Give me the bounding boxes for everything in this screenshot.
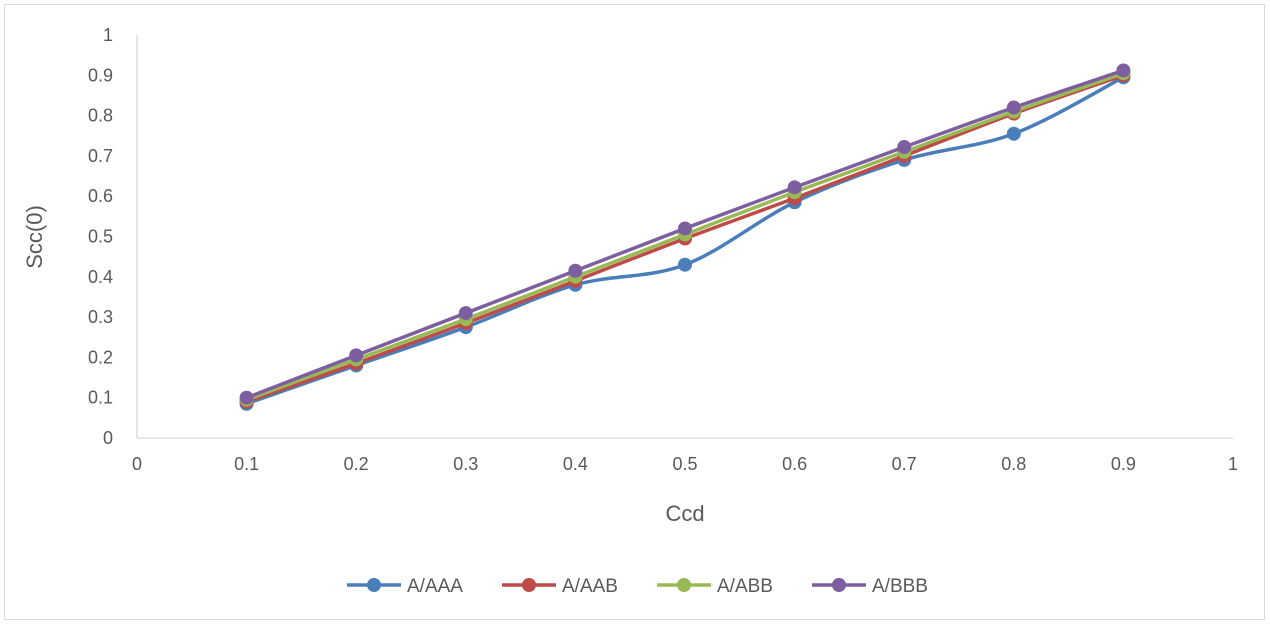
legend-label: A/AAB — [562, 576, 618, 597]
y-tick-label: 0.4 — [88, 267, 113, 287]
x-tick-label: 0.1 — [234, 454, 259, 474]
legend-marker-icon — [677, 578, 691, 592]
x-tick-label: 0.6 — [782, 454, 807, 474]
y-tick-label: 0.1 — [88, 388, 113, 408]
x-tick-label: 1 — [1228, 454, 1238, 474]
data-point-a-bbb — [678, 221, 692, 236]
x-axis-title: Ccd — [665, 501, 704, 526]
x-tick-label: 0.5 — [672, 454, 697, 474]
x-tick-label: 0.7 — [892, 454, 917, 474]
legend-label: A/BBB — [872, 576, 928, 597]
y-axis-title: Scc(0) — [22, 205, 47, 269]
legend-marker-icon — [522, 578, 536, 592]
data-point-a-bbb — [897, 140, 912, 155]
legend-marker-icon — [832, 578, 846, 592]
y-tick-label: 0 — [103, 428, 113, 448]
x-tick-label: 0.2 — [344, 454, 369, 474]
legend-label: A/ABB — [717, 576, 773, 597]
data-point-a-bbb — [568, 263, 583, 278]
data-point-a-aaa — [1006, 126, 1021, 141]
data-point-a-aaa — [678, 257, 692, 272]
y-tick-label: 0.3 — [88, 307, 113, 327]
y-tick-label: 0.5 — [88, 227, 113, 247]
y-tick-label: 1 — [103, 25, 113, 45]
legend-item-a-aab: A/AAB — [502, 576, 618, 597]
x-tick-label: 0 — [132, 454, 142, 474]
legend-item-a-aaa: A/AAA — [347, 576, 463, 597]
series-a-bbb — [239, 63, 1131, 405]
y-tick-label: 0.2 — [88, 347, 113, 367]
legend-marker-icon — [367, 578, 381, 592]
data-point-a-bbb — [1006, 100, 1021, 115]
x-tick-label: 0.8 — [1001, 454, 1026, 474]
series-group — [239, 63, 1131, 411]
x-tick-label: 0.4 — [563, 454, 588, 474]
chart-frame — [4, 4, 1265, 620]
y-tick-label: 0.8 — [88, 106, 113, 126]
y-tick-label: 0.9 — [88, 65, 113, 85]
axes: 0 0.1 0.2 0.3 0.4 0.5 0.6 0.7 0.8 0.9 1 0 0.1 0.2 0.3 0… — [88, 25, 1238, 474]
legend-item-a-abb: A/ABB — [657, 576, 773, 597]
legend-label: A/AAA — [407, 576, 463, 597]
data-point-a-bbb — [239, 390, 254, 405]
legend-item-a-bbb: A/BBB — [812, 576, 928, 597]
x-tick-label: 0.3 — [453, 454, 478, 474]
legend: A/AAA A/AAB A/ABB A/BBB — [347, 576, 928, 597]
y-tick-label: 0.7 — [88, 146, 113, 166]
data-point-a-bbb — [1116, 63, 1131, 78]
y-tick-label: 0.6 — [88, 186, 113, 206]
data-point-a-bbb — [349, 348, 364, 363]
data-point-a-bbb — [458, 306, 473, 321]
data-point-a-bbb — [787, 180, 802, 195]
x-tick-label: 0.9 — [1111, 454, 1136, 474]
